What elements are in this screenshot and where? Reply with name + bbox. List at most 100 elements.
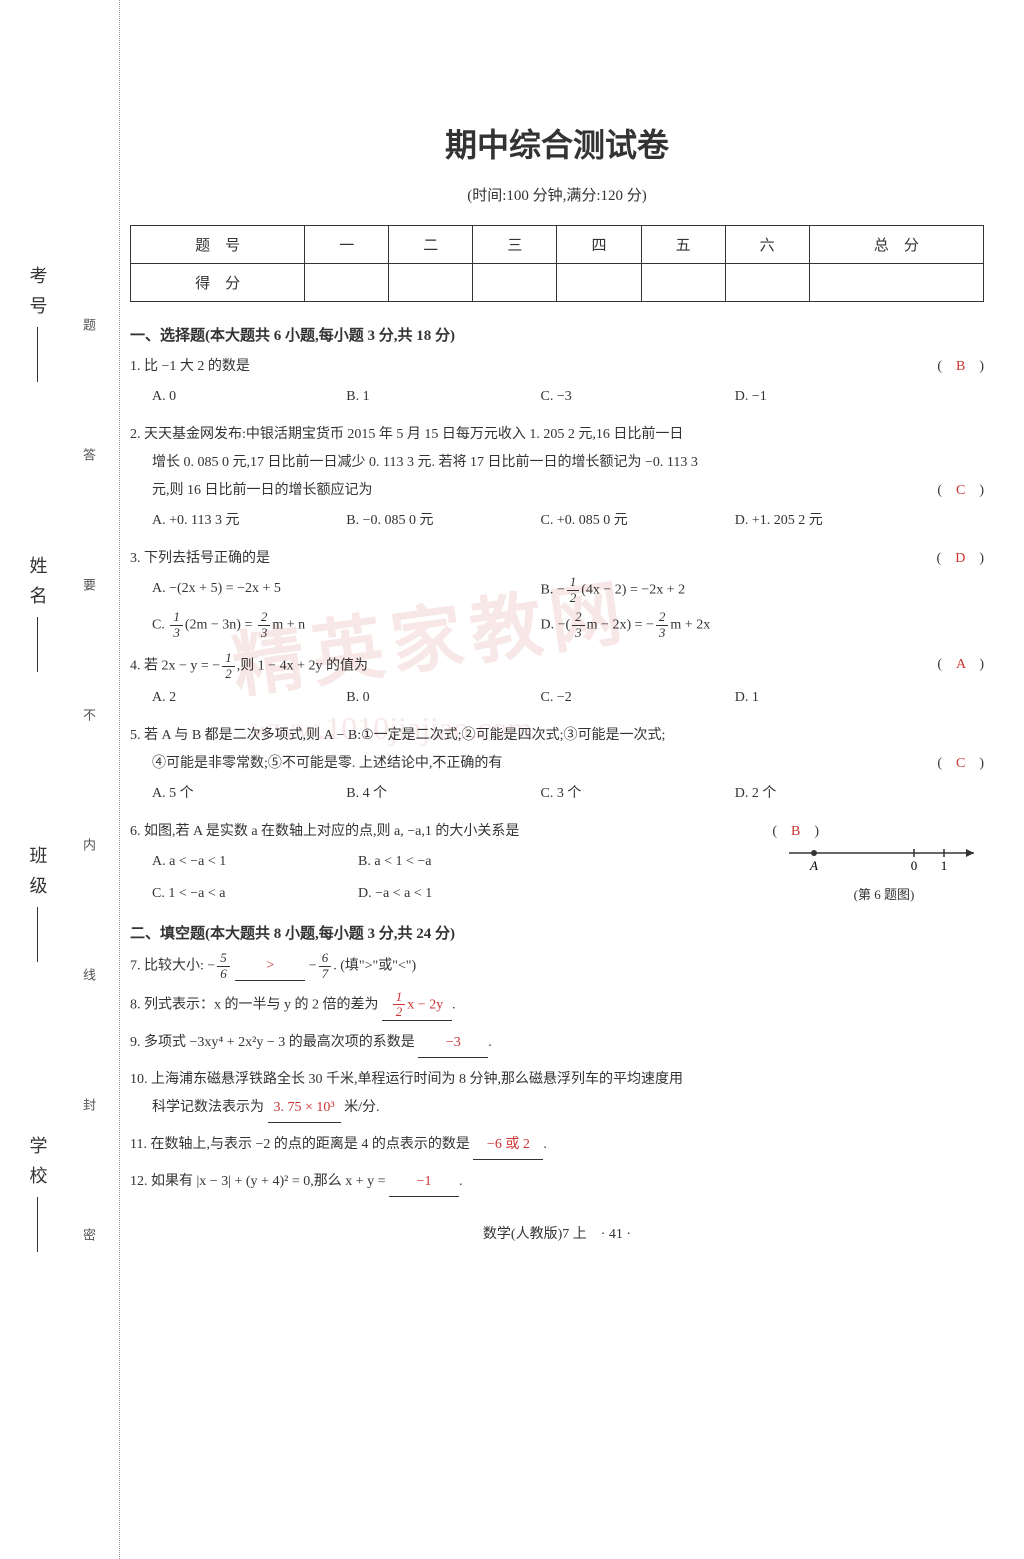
q2-opt-b: B. −0. 085 0 元 [346, 505, 540, 537]
score-cell: 四 [557, 226, 641, 264]
seal-label-class: 班级 [35, 846, 65, 963]
question-7: 7. 比较大小: −56 > −67. (填">"或"<") [130, 951, 984, 982]
score-cell [809, 264, 983, 302]
hint-char: 线 [78, 968, 98, 981]
q9-blank: −3 [418, 1029, 488, 1058]
seal-label-name: 姓名 [35, 556, 65, 673]
q11-blank: −6 或 2 [473, 1131, 543, 1160]
q2-line3: 元,则 16 日比前一日的增长额应记为 [152, 477, 929, 505]
q2-answer: ( C ) [937, 477, 984, 505]
q1-opt-b: B. 1 [346, 381, 540, 413]
q10-blank: 3. 75 × 10³ [268, 1094, 341, 1123]
q3-text: 3. 下列去括号正确的是 [130, 545, 929, 573]
q2-options: A. +0. 113 3 元 B. −0. 085 0 元 C. +0. 085… [152, 505, 929, 537]
q2-opt-c: C. +0. 085 0 元 [541, 505, 735, 537]
q5-line2: ④可能是非零常数;⑤不可能是零. 上述结论中,不正确的有 [152, 750, 929, 778]
q6-text: 6. 如图,若 A 是实数 a 在数轴上对应的点,则 a, −a,1 的大小关系… [130, 818, 764, 846]
q5-opt-d: D. 2 个 [735, 778, 929, 810]
q5-options: A. 5 个 B. 4 个 C. 3 个 D. 2 个 [152, 778, 929, 810]
question-4: 4. 若 2x − y = −12,则 1 − 4x + 2y 的值为 ( A … [130, 651, 984, 714]
question-1: 1. 比 −1 大 2 的数是 ( B ) A. 0 B. 1 C. −3 D.… [130, 353, 984, 413]
question-8: 8. 列式表示：x 的一半与 y 的 2 倍的差为 12x − 2y. [130, 990, 984, 1022]
score-value-row: 得 分 [131, 264, 984, 302]
section-2-header: 二、填空题(本大题共 8 小题,每小题 3 分,共 24 分) [130, 922, 984, 943]
question-12: 12. 如果有 |x − 3| + (y + 4)² = 0,那么 x + y … [130, 1168, 984, 1197]
score-cell: 得 分 [131, 264, 305, 302]
q4-opt-a: A. 2 [152, 682, 346, 714]
seal-labels-column: 考号 姓名 班级 学校 [35, 0, 65, 1559]
q1-opt-a: A. 0 [152, 381, 346, 413]
q12-blank: −1 [389, 1168, 459, 1197]
hint-char: 答 [78, 448, 98, 461]
q6-options: A. a < −a < 1 B. a < 1 < −a C. 1 < −a < … [152, 846, 564, 910]
q2-opt-a: A. +0. 113 3 元 [152, 505, 346, 537]
question-6: 6. 如图,若 A 是实数 a 在数轴上对应的点,则 a, −a,1 的大小关系… [130, 818, 984, 910]
score-cell [557, 264, 641, 302]
q4-opt-d: D. 1 [735, 682, 929, 714]
q10-line1: 10. 上海浦东磁悬浮铁路全长 30 千米,单程运行时间为 8 分钟,那么磁悬浮… [130, 1066, 984, 1094]
q6-figure-caption: (第 6 题图) [784, 882, 984, 908]
q1-text: 1. 比 −1 大 2 的数是 [130, 353, 929, 381]
score-cell: 五 [641, 226, 725, 264]
score-cell: 三 [473, 226, 557, 264]
seal-label-examno: 考号 [35, 266, 65, 383]
q3-opt-d: D. −(23m − 2x) = −23m + 2x [541, 608, 930, 643]
hint-char: 封 [78, 1098, 98, 1111]
q6-opt-b: B. a < 1 < −a [358, 846, 564, 878]
q1-opt-c: C. −3 [541, 381, 735, 413]
question-2: 2. 天天基金网发布:中银活期宝货币 2015 年 5 月 15 日每万元收入 … [130, 421, 984, 537]
hint-char: 不 [78, 708, 98, 721]
q3-opt-c: C. 13(2m − 3n) = 23m + n [152, 608, 541, 643]
q3-answer: ( D ) [937, 545, 984, 573]
score-cell: 总 分 [809, 226, 983, 264]
score-cell [389, 264, 473, 302]
section-1-header: 一、选择题(本大题共 6 小题,每小题 3 分,共 18 分) [130, 324, 984, 345]
q3-options: A. −(2x + 5) = −2x + 5 B. −12(4x − 2) = … [152, 573, 929, 643]
q6-opt-c: C. 1 < −a < a [152, 878, 358, 910]
q1-opt-d: D. −1 [735, 381, 929, 413]
hint-char: 要 [78, 578, 98, 591]
score-cell [725, 264, 809, 302]
q5-opt-b: B. 4 个 [346, 778, 540, 810]
svg-text:A: A [809, 858, 818, 873]
question-10: 10. 上海浦东磁悬浮铁路全长 30 千米,单程运行时间为 8 分钟,那么磁悬浮… [130, 1066, 984, 1123]
question-11: 11. 在数轴上,与表示 −2 的点的距离是 4 的点表示的数是 −6 或 2. [130, 1131, 984, 1160]
seal-label-school: 学校 [35, 1136, 65, 1253]
hint-char: 内 [78, 838, 98, 851]
q4-text: 4. 若 2x − y = −12,则 1 − 4x + 2y 的值为 [130, 651, 929, 682]
question-5: 5. 若 A 与 B 都是二次多项式,则 A − B:①一定是二次式;②可能是四… [130, 722, 984, 810]
q3-opt-a: A. −(2x + 5) = −2x + 5 [152, 573, 541, 608]
q8-blank: 12x − 2y [382, 990, 452, 1022]
svg-text:0: 0 [911, 858, 918, 873]
page-title: 期中综合测试卷 [130, 120, 984, 166]
q7-blank: > [235, 952, 305, 981]
question-3: 3. 下列去括号正确的是 ( D ) A. −(2x + 5) = −2x + … [130, 545, 984, 643]
score-cell: 二 [389, 226, 473, 264]
question-9: 9. 多项式 −3xy⁴ + 2x²y − 3 的最高次项的系数是 −3. [130, 1029, 984, 1058]
svg-text:1: 1 [941, 858, 948, 873]
q5-answer: ( C ) [937, 750, 984, 778]
page-subtitle: (时间:100 分钟,满分:120 分) [130, 184, 984, 205]
q6-numberline: A 0 1 (第 6 题图) [784, 838, 984, 908]
q1-answer: ( B ) [937, 353, 984, 381]
exam-page: 精英家教网 www.1010jiajiao.com 考号 姓名 班级 学校 题 … [0, 0, 1024, 1559]
q2-line2: 增长 0. 085 0 元,17 日比前一日减少 0. 113 3 元. 若将 … [152, 449, 929, 477]
q4-answer: ( A ) [937, 651, 984, 679]
q4-opt-c: C. −2 [541, 682, 735, 714]
q4-options: A. 2 B. 0 C. −2 D. 1 [152, 682, 929, 714]
q2-opt-d: D. +1. 205 2 元 [735, 505, 929, 537]
q5-opt-a: A. 5 个 [152, 778, 346, 810]
score-cell: 一 [305, 226, 389, 264]
score-cell: 六 [725, 226, 809, 264]
score-cell: 题 号 [131, 226, 305, 264]
hint-char: 密 [78, 1228, 98, 1241]
hint-char: 题 [78, 318, 98, 331]
q6-opt-a: A. a < −a < 1 [152, 846, 358, 878]
q5-line1: 5. 若 A 与 B 都是二次多项式,则 A − B:①一定是二次式;②可能是四… [130, 722, 929, 750]
score-cell [305, 264, 389, 302]
page-footer: 数学(人教版)7 上 · 41 · [130, 1223, 984, 1243]
score-table: 题 号 一 二 三 四 五 六 总 分 得 分 [130, 225, 984, 302]
q6-opt-d: D. −a < a < 1 [358, 878, 564, 910]
q1-options: A. 0 B. 1 C. −3 D. −1 [152, 381, 929, 413]
numberline-svg: A 0 1 [784, 838, 984, 878]
